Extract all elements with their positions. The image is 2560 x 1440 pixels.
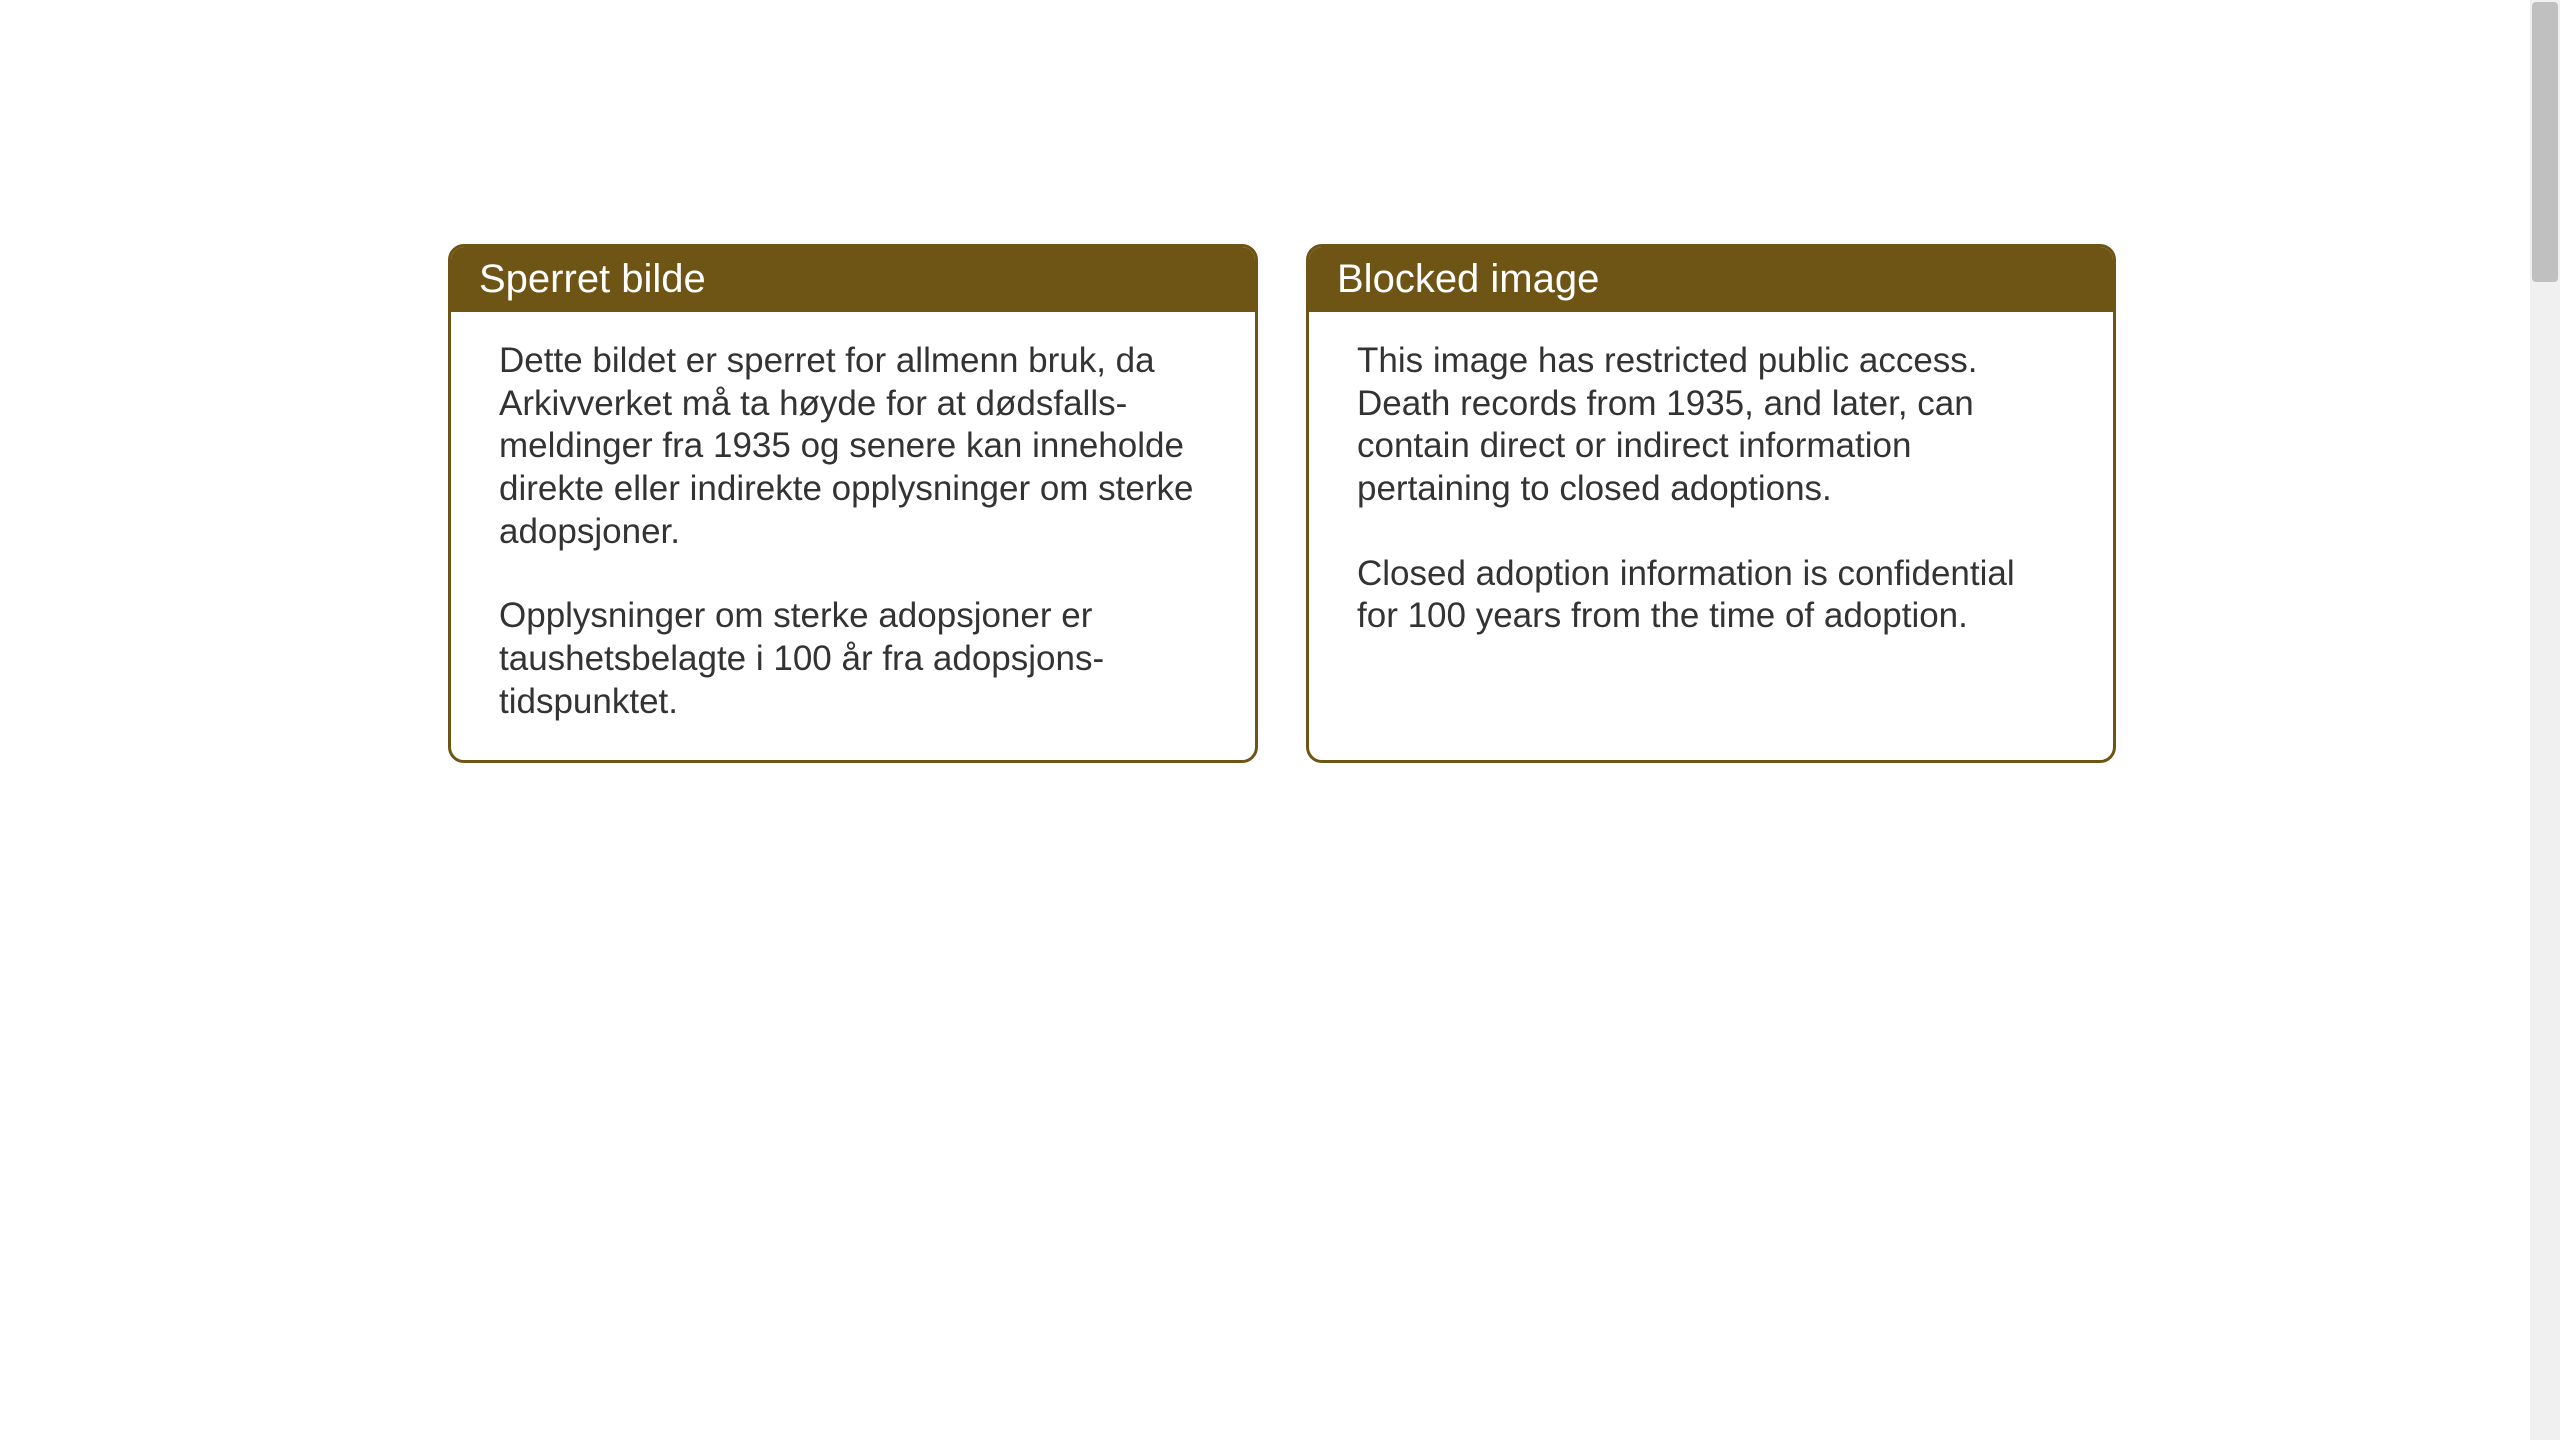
notice-title-norwegian: Sperret bilde	[479, 257, 706, 301]
notice-container: Sperret bilde Dette bildet er sperret fo…	[448, 244, 2116, 763]
notice-header-english: Blocked image	[1309, 247, 2113, 312]
notice-body-english: This image has restricted public access.…	[1309, 312, 2113, 674]
notice-card-norwegian: Sperret bilde Dette bildet er sperret fo…	[448, 244, 1258, 763]
notice-body-norwegian: Dette bildet er sperret for allmenn bruk…	[451, 312, 1255, 760]
notice-paragraph-2-norwegian: Opplysninger om sterke adopsjoner er tau…	[499, 595, 1207, 723]
scrollbar-track[interactable]	[2530, 0, 2560, 1440]
scrollbar-thumb[interactable]	[2532, 2, 2558, 282]
notice-header-norwegian: Sperret bilde	[451, 247, 1255, 312]
notice-paragraph-1-english: This image has restricted public access.…	[1357, 340, 2065, 511]
notice-paragraph-2-english: Closed adoption information is confident…	[1357, 553, 2065, 638]
notice-card-english: Blocked image This image has restricted …	[1306, 244, 2116, 763]
notice-paragraph-1-norwegian: Dette bildet er sperret for allmenn bruk…	[499, 340, 1207, 553]
notice-title-english: Blocked image	[1337, 257, 1599, 301]
